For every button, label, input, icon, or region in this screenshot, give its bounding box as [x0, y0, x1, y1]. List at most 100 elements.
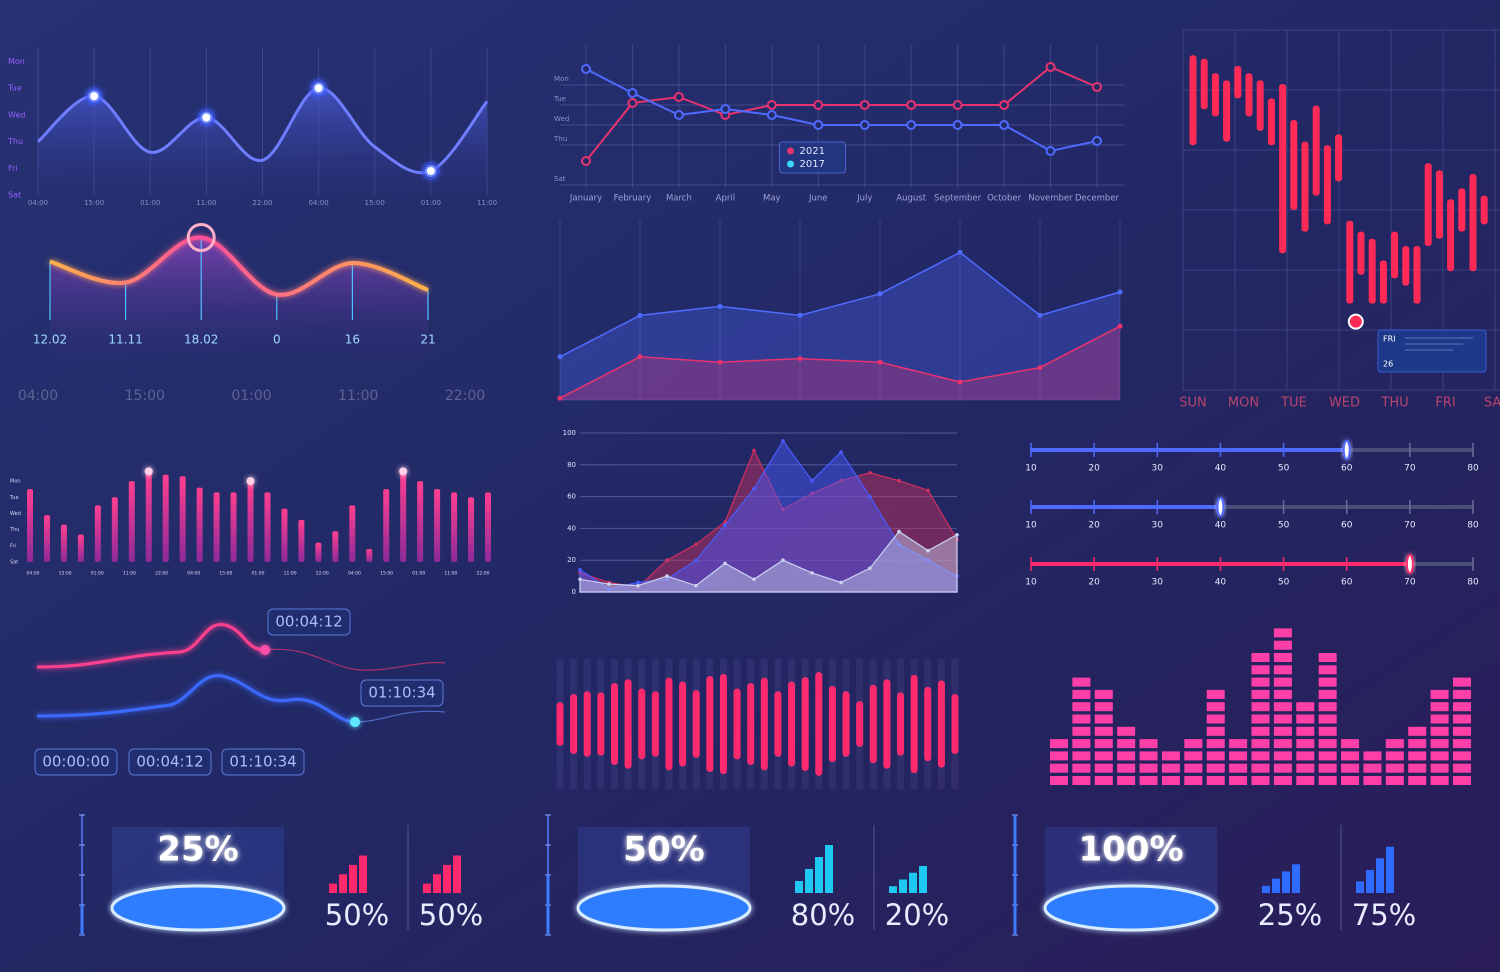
- equalizer-block: [1430, 776, 1449, 785]
- x-tick-label: 30: [1152, 464, 1164, 474]
- legend-swatch: [787, 160, 794, 168]
- point: [877, 291, 883, 297]
- y-tick-label: 60: [567, 493, 576, 501]
- y-tick-label: Thu: [9, 527, 19, 533]
- x-tick-label: 01:00: [252, 571, 265, 577]
- bar: [897, 692, 905, 756]
- mini-bar: [899, 879, 907, 893]
- point: [723, 561, 727, 566]
- range-bar: [1447, 199, 1455, 272]
- highlight-point: [88, 90, 101, 103]
- equalizer-block: [1453, 763, 1471, 773]
- point: [839, 580, 843, 585]
- mini-bars: [329, 855, 367, 893]
- point: [627, 98, 638, 108]
- equalizer-block: [1430, 689, 1449, 699]
- time-button[interactable]: [34, 748, 118, 776]
- equalizer-block: [1117, 726, 1136, 736]
- x-tick-label: 11:00: [284, 571, 297, 577]
- x-tick-label: 15:00: [59, 571, 72, 577]
- equalizer-block: [1273, 776, 1292, 785]
- time-button[interactable]: [128, 748, 212, 776]
- y-tick-label: Mon: [8, 57, 25, 66]
- equalizer-block: [1206, 714, 1225, 724]
- point: [766, 110, 777, 120]
- x-tick-label: 11:00: [196, 199, 216, 207]
- mini-bars: [795, 845, 833, 893]
- bar: [60, 524, 67, 562]
- point: [752, 577, 756, 582]
- point: [781, 558, 785, 562]
- time-button[interactable]: [221, 748, 305, 776]
- equalizer-block: [1273, 763, 1292, 773]
- equalizer-column: [1318, 653, 1337, 785]
- sub-label: 80%: [791, 898, 855, 932]
- point: [813, 100, 824, 110]
- point: [1092, 136, 1102, 146]
- range-bar: [1368, 238, 1376, 304]
- mini-bars: [1262, 864, 1300, 893]
- y-tick-label: Fri: [10, 543, 16, 549]
- point: [694, 558, 698, 562]
- bar: [162, 474, 169, 562]
- timeline: 00:04:12 01:10:34 00:00:00 00:04:12 01:1…: [34, 608, 446, 776]
- equalizer-block: [1094, 739, 1113, 749]
- bar: [760, 677, 768, 771]
- equalizer-block: [1408, 726, 1427, 736]
- mini-bar: [1292, 864, 1300, 893]
- x-tick-label: 04:00: [348, 571, 361, 577]
- legend-swatch: [787, 147, 794, 155]
- x-tick-label: 15:00: [125, 388, 165, 404]
- bar: [788, 681, 796, 767]
- x-tick-label: 15:00: [365, 199, 385, 207]
- highlight-point: [424, 164, 437, 177]
- x-tick-label: 15:00: [219, 571, 232, 577]
- mini-bar: [795, 881, 803, 893]
- bar: [638, 688, 646, 760]
- equalizer-block: [1318, 665, 1337, 675]
- point: [906, 120, 917, 130]
- time-button-label[interactable]: 01:10:34: [229, 753, 296, 771]
- mini-bar: [359, 855, 367, 893]
- equalizer-block: [1229, 776, 1248, 785]
- bar: [247, 481, 254, 562]
- equalizer-block: [1094, 776, 1113, 785]
- range-bar: [1211, 73, 1219, 117]
- time-button-label[interactable]: 00:00:00: [42, 753, 109, 771]
- equalizer-column: [1072, 677, 1091, 785]
- point: [694, 583, 698, 588]
- equalizer-column: [1161, 751, 1180, 785]
- y-tick-label: 80: [567, 461, 576, 469]
- time-button-label[interactable]: 00:04:12: [136, 753, 203, 771]
- marker-box: [267, 608, 351, 636]
- bar: [610, 683, 618, 765]
- gauge-value: 25%: [157, 830, 238, 870]
- bar: [869, 684, 877, 764]
- x-tick-label: January: [569, 194, 602, 204]
- point: [581, 64, 591, 74]
- highlight-point: [200, 111, 213, 124]
- x-tick-label: 22:00: [155, 571, 168, 577]
- equalizer-block: [1094, 763, 1113, 773]
- equalizer-block: [1072, 739, 1091, 749]
- equalizer-block: [1050, 776, 1068, 785]
- x-tick-label: 04:00: [28, 199, 48, 207]
- equalizer-block: [1318, 776, 1337, 785]
- point: [906, 100, 917, 110]
- range-bar: [1245, 73, 1253, 117]
- bar: [570, 694, 578, 754]
- equalizer-column: [1229, 739, 1248, 785]
- point: [926, 558, 930, 562]
- equalizer-block: [1161, 751, 1180, 761]
- equalizer-block: [1430, 763, 1449, 773]
- equalizer-column: [1430, 689, 1449, 785]
- point: [952, 100, 963, 110]
- x-tick-label: 30: [1152, 578, 1164, 588]
- bar: [128, 481, 135, 562]
- bar: [910, 674, 918, 774]
- point: [673, 110, 684, 120]
- equalizer-block: [1296, 751, 1315, 761]
- point: [665, 577, 669, 582]
- x-tick-label: 10: [1025, 578, 1037, 588]
- equalizer-block: [1341, 751, 1360, 761]
